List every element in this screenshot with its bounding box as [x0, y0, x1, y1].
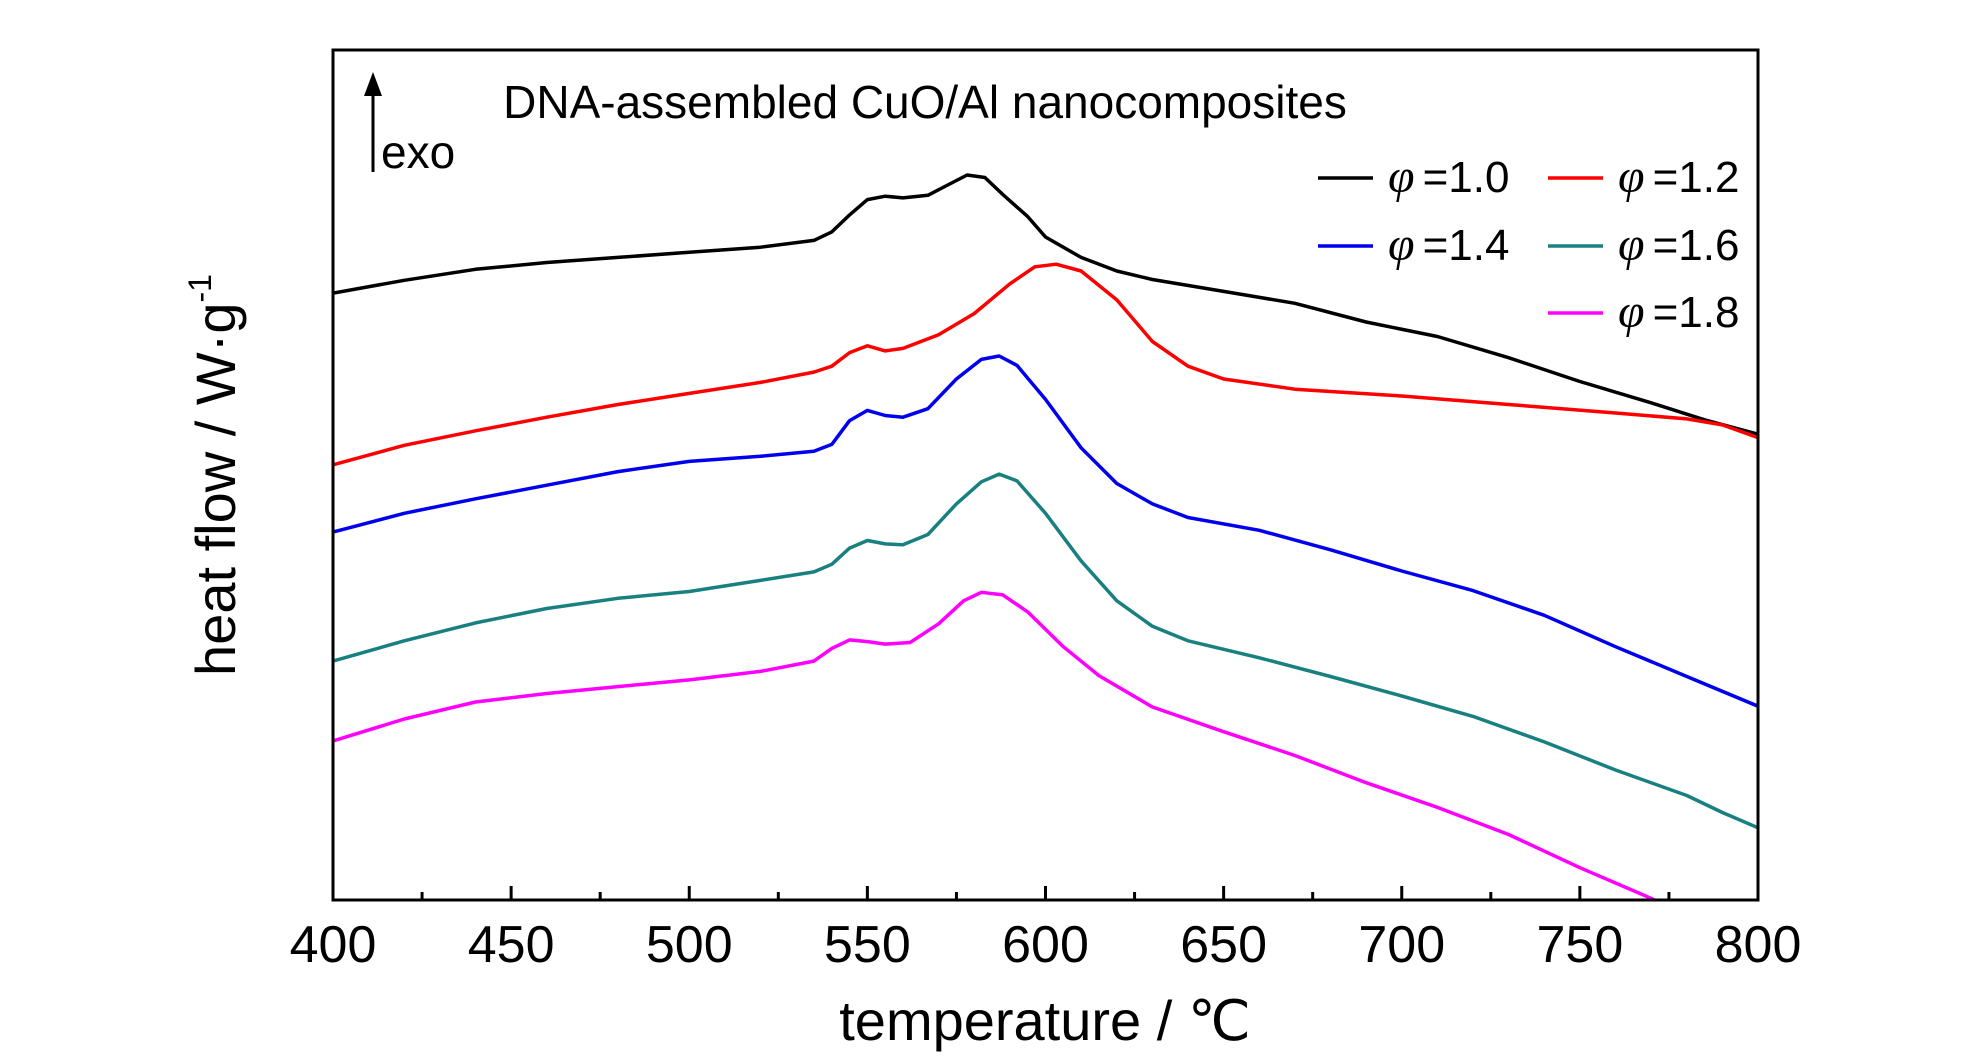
legend: φ =1.0 φ =1.2 φ =1.4 φ =1.6 φ =1.8: [1318, 150, 1739, 338]
legend-item-4: φ =1.6: [1548, 218, 1739, 271]
x-tick-label: 700: [1358, 916, 1445, 974]
x-tick-label: 500: [646, 916, 733, 974]
exo-label: exo: [381, 126, 455, 178]
legend-label: φ =1.8: [1618, 285, 1739, 338]
legend-label: φ =1.6: [1618, 218, 1739, 271]
legend-item-2: φ =1.2: [1548, 150, 1739, 203]
x-axis: 400 450 500 550 600 650 700 750 800: [290, 886, 1802, 974]
series-line-5: [333, 590, 1658, 900]
exo-arrow-icon: [364, 72, 382, 96]
x-tick-label: 400: [290, 916, 377, 974]
x-tick-label: 800: [1715, 916, 1802, 974]
exo-annotation: exo: [364, 72, 455, 178]
chart-title: DNA-assembled CuO/Al nanocomposites: [503, 76, 1347, 128]
series-line-3: [333, 354, 1758, 708]
legend-item-1: φ =1.0: [1318, 150, 1509, 203]
x-tick-label: 450: [468, 916, 555, 974]
x-tick-label: 750: [1536, 916, 1623, 974]
legend-label: φ =1.4: [1388, 218, 1509, 271]
series-line-1: [333, 173, 1758, 436]
legend-label: φ =1.0: [1388, 150, 1509, 203]
y-axis-label: heat flow / W·g-1: [182, 274, 247, 676]
series-lines: [333, 173, 1758, 900]
x-tick-label: 650: [1180, 916, 1267, 974]
legend-label: φ =1.2: [1618, 150, 1739, 203]
x-tick-label: 550: [824, 916, 911, 974]
legend-item-5: φ =1.8: [1548, 285, 1739, 338]
x-tick-label: 600: [1002, 916, 1089, 974]
plot-frame: [331, 48, 1760, 902]
y-axis-label-superscript: -1: [182, 274, 218, 302]
x-axis-label: temperature / ℃: [839, 989, 1251, 1052]
legend-item-3: φ =1.4: [1318, 218, 1509, 271]
y-axis-label-main: heat flow / W·g: [184, 302, 247, 675]
series-line-4: [333, 472, 1758, 830]
series-line-2: [333, 262, 1758, 467]
